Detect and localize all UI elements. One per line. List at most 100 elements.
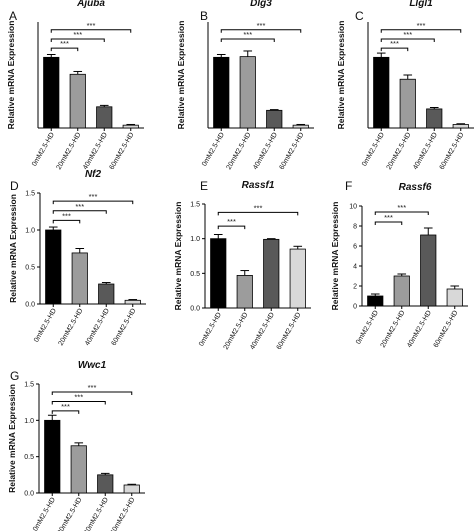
significance-label: ***	[254, 203, 263, 212]
significance-label: ***	[384, 213, 393, 222]
y-axis-label: Relative mRNA Expression	[8, 194, 18, 303]
chart-panel-d: D Nf2 Relative mRNA Expression 0.0 0.5 1.0 1.5…	[8, 169, 146, 347]
chart-panel-e: E Rassf1 Relative mRNA Expression 0.0 0.5 1.0…	[173, 179, 311, 351]
bar-3	[98, 283, 115, 305]
x-tick-label: 0mM2.5-HD	[32, 497, 57, 531]
significance-label: ***	[417, 21, 426, 30]
significance-bracket	[50, 38, 105, 42]
x-tick-label: 20mM2.5-HD	[380, 310, 407, 350]
y-tick-label: 0.5	[24, 454, 34, 461]
panel-letter: E	[200, 179, 208, 193]
chart-title: Nf2	[85, 169, 102, 180]
x-tick-label: 0mM2.5-HD	[201, 132, 226, 168]
chart-title: Rassf6	[399, 182, 432, 193]
significance-label: ***	[227, 217, 236, 226]
significance-bracket	[380, 38, 435, 42]
y-axis-label: Relative mRNA Expression	[6, 21, 16, 130]
y-tick-label: 0.5	[25, 265, 35, 272]
x-tick-label: 40mM2.5-HD	[252, 132, 279, 172]
x-tick-label: 60mM2.5-HD	[279, 132, 306, 172]
y-tick-label: 0.0	[190, 306, 200, 313]
x-tick-label: 60mM2.5-HD	[110, 497, 137, 531]
bar-3	[263, 238, 280, 309]
significance-label: ***	[397, 203, 406, 212]
x-tick-label: 60mM2.5-HD	[276, 312, 303, 352]
chart-title: Ajuba	[76, 0, 105, 9]
bar-4	[124, 299, 141, 305]
chart-title: Wwc1	[78, 360, 107, 371]
y-axis-label: Relative mRNA Expression	[330, 202, 340, 311]
bar-2	[399, 78, 416, 129]
y-tick-label: 0.0	[25, 302, 35, 309]
significance-label: ***	[390, 39, 399, 48]
bar-4	[452, 124, 469, 129]
x-tick-label: 60mM2.5-HD	[109, 132, 136, 172]
bar-1	[367, 295, 384, 307]
significance-bracket	[217, 211, 299, 216]
significance-label: ***	[257, 21, 266, 30]
x-tick-label: 20mM2.5-HD	[226, 132, 253, 172]
x-tick-label: 40mM2.5-HD	[412, 132, 439, 172]
chart-panel-g: G Wwc1 Relative mRNA Expression 0.0 0.5 1.0 1.…	[7, 360, 145, 531]
panel-letter: D	[10, 179, 19, 193]
bar-3	[266, 109, 283, 129]
significance-label: ***	[61, 402, 70, 411]
x-tick-label: 20mM2.5-HD	[57, 497, 84, 531]
significance-bracket	[52, 200, 134, 205]
x-tick-label: 40mM2.5-HD	[249, 312, 276, 352]
bar-4	[292, 124, 309, 129]
bar-3	[96, 106, 113, 129]
bar-2	[236, 275, 253, 309]
significance-bracket	[220, 29, 302, 33]
x-tick-label: 60mM2.5-HD	[433, 310, 460, 350]
bar-2	[393, 275, 410, 307]
chart-title: Dlg3	[250, 0, 272, 9]
x-tick-label: 60mM2.5-HD	[111, 308, 138, 348]
significance-bracket	[217, 225, 246, 230]
y-tick-label: 2	[353, 284, 357, 291]
bar-1	[44, 419, 61, 494]
y-tick-label: 0.0	[24, 491, 34, 498]
significance-bracket	[50, 47, 79, 52]
bar-4	[122, 124, 139, 129]
y-tick-label: 1.5	[190, 202, 200, 209]
bar-4	[289, 248, 306, 309]
significance-bracket	[380, 29, 462, 33]
x-tick-label: 20mM2.5-HD	[386, 132, 413, 172]
x-tick-label: 20mM2.5-HD	[223, 312, 250, 352]
chart-panel-f: F Rassf6 Relative mRNA Expression 0 2 4 6 8 10 0m…	[330, 179, 468, 349]
significance-bracket	[50, 29, 132, 33]
y-tick-label: 1.0	[24, 418, 34, 425]
x-tick-label: 0mM2.5-HD	[198, 312, 223, 348]
significance-bracket	[374, 221, 403, 225]
bar-3	[97, 474, 114, 494]
panel-letter: B	[200, 9, 208, 23]
significance-label: ***	[243, 30, 252, 39]
x-tick-label: 40mM2.5-HD	[406, 310, 433, 350]
y-axis-label: Relative mRNA Expression	[176, 21, 186, 130]
x-tick-label: 0mM2.5-HD	[355, 310, 380, 346]
chart-title: Rassf1	[242, 180, 275, 191]
significance-bracket	[380, 47, 409, 52]
y-tick-label: 8	[353, 224, 357, 231]
panel-letter: C	[355, 9, 364, 23]
significance-bracket	[51, 400, 106, 405]
bar-3	[420, 234, 437, 307]
bar-4	[446, 288, 463, 307]
bar-1	[45, 229, 62, 305]
y-tick-label: 0	[353, 304, 357, 311]
significance-bracket	[220, 38, 275, 42]
chart-panel-a: A Ajuba Relative mRNA Expression 0mM2.5-HD 2…	[6, 0, 144, 171]
significance-label: ***	[75, 202, 84, 211]
x-tick-label: 0mM2.5-HD	[33, 308, 58, 344]
significance-bracket	[51, 410, 80, 414]
significance-label: ***	[73, 30, 82, 39]
chart-panel-b: B Dlg3 Relative mRNA Expression 0mM2.5-HD 20…	[176, 0, 314, 171]
panel-letter: A	[9, 9, 17, 23]
bar-1	[43, 56, 60, 129]
significance-label: ***	[89, 192, 98, 201]
significance-bracket	[52, 219, 81, 224]
y-tick-label: 0.5	[190, 271, 200, 278]
y-axis-label: Relative mRNA Expression	[336, 21, 346, 130]
